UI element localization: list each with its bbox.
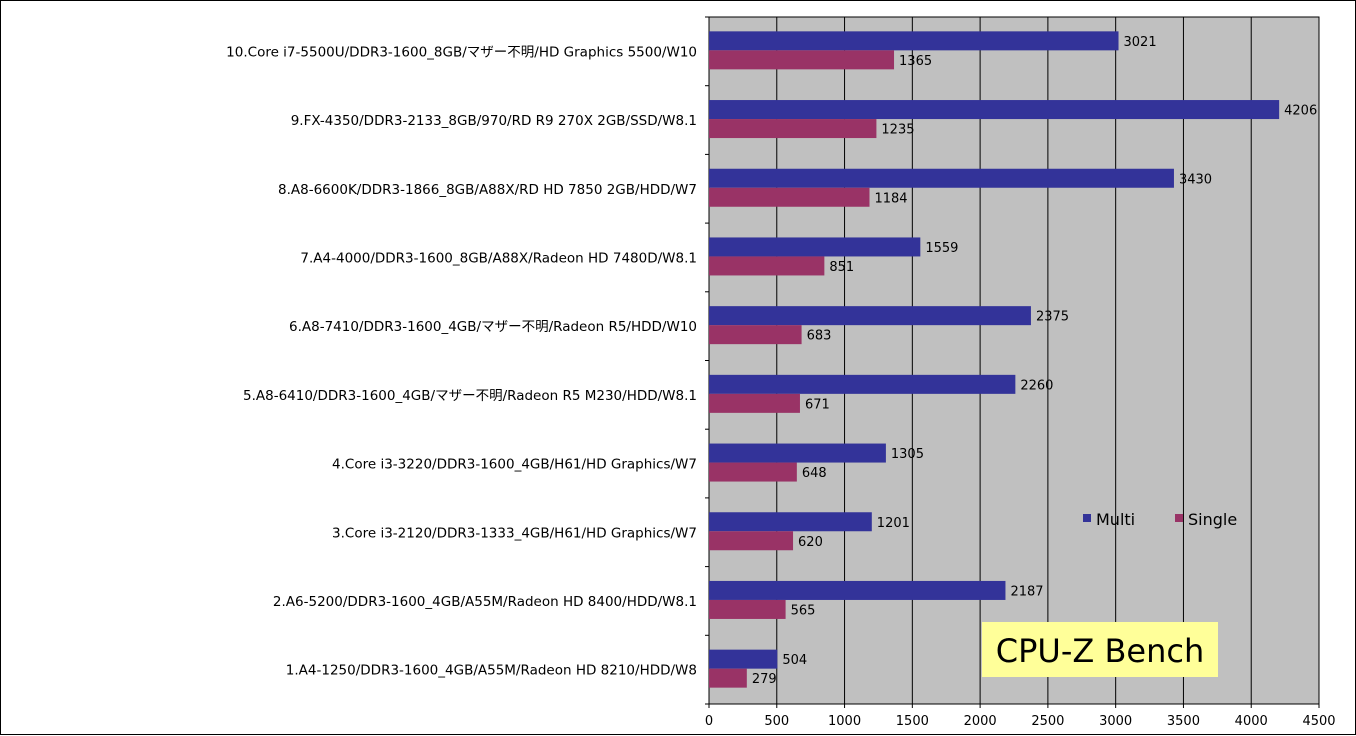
category-label: 7.A4-4000/DDR3-1600_8GB/A88X/Radeon HD 7… xyxy=(300,250,697,266)
bar-multi xyxy=(709,100,1280,120)
x-tick-label: 2500 xyxy=(1031,714,1064,729)
category-label: 8.A8-6600K/DDR3-1866_8GB/A88X/RD HD 7850… xyxy=(278,182,697,198)
legend-swatch-multi xyxy=(1083,514,1091,522)
data-label: 851 xyxy=(829,260,854,275)
bar-single xyxy=(709,599,786,619)
data-label: 565 xyxy=(791,603,816,618)
data-label: 1365 xyxy=(899,54,932,69)
data-label: 683 xyxy=(807,329,832,344)
category-label: 2.A6-5200/DDR3-1600_4GB/A55M/Radeon HD 8… xyxy=(273,594,697,610)
data-label: 4206 xyxy=(1284,104,1317,119)
data-label: 3021 xyxy=(1124,35,1157,50)
data-label: 3430 xyxy=(1179,172,1212,187)
data-label: 671 xyxy=(805,397,830,412)
legend-swatch-single xyxy=(1175,514,1183,522)
bar-multi xyxy=(709,512,872,532)
data-label: 1305 xyxy=(891,447,924,462)
data-label: 279 xyxy=(752,672,777,687)
x-tick-label: 2000 xyxy=(964,714,997,729)
bar-multi xyxy=(709,580,1006,600)
bar-single xyxy=(709,668,747,688)
bar-single xyxy=(709,393,800,413)
data-label: 2375 xyxy=(1036,310,1069,325)
bar-single xyxy=(709,50,895,70)
data-label: 1559 xyxy=(925,241,958,256)
category-label: 1.A4-1250/DDR3-1600_4GB/A55M/Radeon HD 8… xyxy=(286,663,697,679)
bar-single xyxy=(709,256,825,276)
category-label: 4.Core i3-3220/DDR3-1600_4GB/H61/HD Grap… xyxy=(332,457,697,473)
bar-multi xyxy=(709,31,1119,51)
data-label: 504 xyxy=(782,653,807,668)
x-tick-label: 3000 xyxy=(1099,714,1132,729)
bar-multi xyxy=(709,237,921,257)
bar-single xyxy=(709,531,794,551)
bar-single xyxy=(709,325,802,345)
bar-multi xyxy=(709,168,1174,188)
x-tick-label: 4500 xyxy=(1302,714,1335,729)
x-tick-label: 3500 xyxy=(1167,714,1200,729)
bar-multi xyxy=(709,306,1031,326)
bar-multi xyxy=(709,374,1016,394)
legend-label-single: Single xyxy=(1188,510,1237,529)
chart-title-box xyxy=(982,622,1218,677)
category-label: 5.A8-6410/DDR3-1600_4GB/マザー不明/Radeon R5 … xyxy=(243,388,697,404)
chart-title: CPU-Z Bench xyxy=(996,632,1205,670)
x-tick-label: 4000 xyxy=(1235,714,1268,729)
x-tick-label: 1500 xyxy=(896,714,929,729)
legend-label-multi: Multi xyxy=(1096,510,1135,529)
x-tick-label: 500 xyxy=(764,714,789,729)
bar-single xyxy=(709,462,797,482)
data-label: 1235 xyxy=(881,123,914,138)
bar-single xyxy=(709,119,877,139)
data-label: 648 xyxy=(802,466,827,481)
bar-multi xyxy=(709,649,778,669)
category-label: 3.Core i3-2120/DDR3-1333_4GB/H61/HD Grap… xyxy=(332,525,697,541)
category-label: 6.A8-7410/DDR3-1600_4GB/マザー不明/Radeon R5/… xyxy=(289,319,697,335)
data-label: 1201 xyxy=(877,516,910,531)
data-label: 620 xyxy=(798,535,823,550)
data-label: 2260 xyxy=(1020,378,1053,393)
bar-multi xyxy=(709,443,886,463)
data-label: 1184 xyxy=(874,191,907,206)
x-tick-label: 1000 xyxy=(828,714,861,729)
data-label: 2187 xyxy=(1010,584,1043,599)
bar-single xyxy=(709,187,870,207)
category-label: 10.Core i7-5500U/DDR3-1600_8GB/マザー不明/HD … xyxy=(226,44,697,60)
category-label: 9.FX-4350/DDR3-2133_8GB/970/RD R9 270X 2… xyxy=(291,113,697,129)
x-tick-label: 0 xyxy=(705,714,713,729)
